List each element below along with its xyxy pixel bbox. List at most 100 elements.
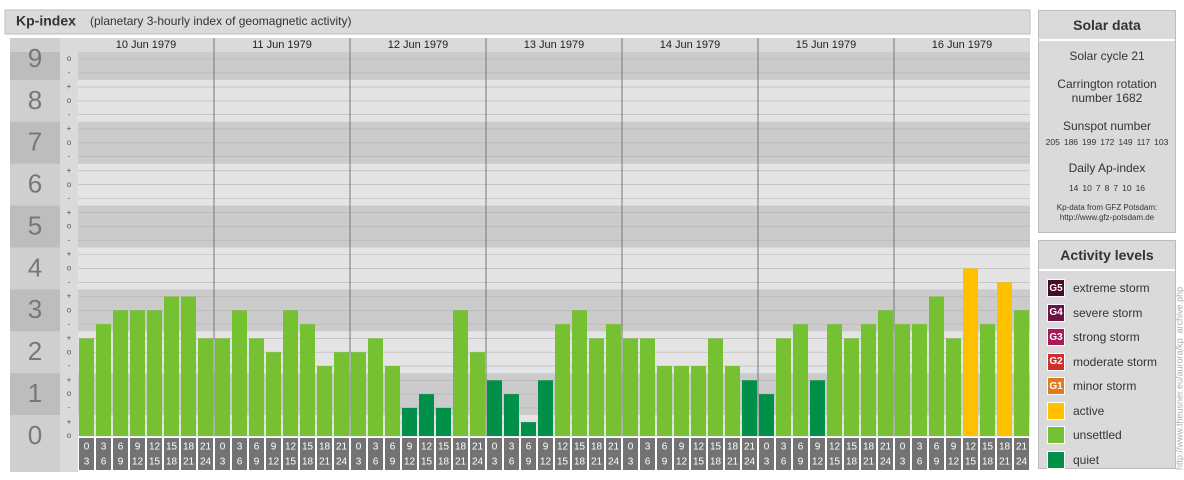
hour-start: 21 — [1016, 442, 1028, 453]
hour-box — [130, 438, 145, 470]
bar — [164, 296, 179, 436]
sunspot-value: 186 — [1063, 137, 1079, 147]
hour-start: 21 — [880, 442, 892, 453]
legend-swatch: G1 — [1047, 377, 1065, 396]
hour-box — [283, 438, 298, 470]
bar — [980, 324, 995, 436]
bar — [640, 338, 655, 436]
hour-start: 15 — [438, 442, 450, 453]
hour-box — [810, 438, 825, 470]
hour-end: 9 — [934, 457, 940, 468]
hour-box — [351, 438, 366, 470]
bar — [504, 394, 519, 436]
y-tick-label: - — [68, 361, 71, 370]
bar — [521, 422, 536, 436]
bar — [249, 338, 264, 436]
chart-title: Kp-index — [16, 13, 76, 29]
bar — [470, 352, 485, 436]
hour-box — [79, 438, 94, 470]
hour-start: 0 — [900, 442, 906, 453]
hour-end: 9 — [254, 457, 260, 468]
hour-start: 3 — [237, 442, 243, 453]
bar — [895, 324, 910, 436]
hour-box — [453, 438, 468, 470]
hour-end: 24 — [744, 457, 756, 468]
y-tick-label: o — [67, 96, 72, 105]
bar — [266, 352, 281, 436]
legend-item: G1 minor storm — [1047, 374, 1167, 399]
hour-box — [198, 438, 213, 470]
bar — [181, 296, 196, 436]
legend-code: G1 — [1049, 380, 1063, 392]
hour-end: 18 — [438, 457, 450, 468]
y-tick-label: o — [67, 222, 72, 231]
hour-box — [725, 438, 740, 470]
hour-end: 9 — [390, 457, 396, 468]
bar — [844, 338, 859, 436]
date-label: 14 Jun 1979 — [660, 39, 721, 51]
bar — [232, 310, 247, 436]
band-label — [10, 289, 60, 332]
y-tick-label: o — [67, 138, 72, 147]
hour-end: 24 — [880, 457, 892, 468]
date-label: 15 Jun 1979 — [796, 39, 857, 51]
hour-start: 18 — [319, 442, 331, 453]
ap-value: 10 — [1082, 183, 1092, 193]
sunspot-value: 103 — [1154, 137, 1169, 147]
ap-value: 8 — [1104, 183, 1110, 193]
hour-start: 3 — [781, 442, 787, 453]
band-label — [10, 373, 60, 416]
hour-start: 6 — [798, 442, 804, 453]
hour-start: 0 — [84, 442, 90, 453]
hour-end: 21 — [591, 457, 603, 468]
chart-subtitle: (planetary 3-hourly index of geomagnetic… — [90, 14, 351, 28]
hour-start: 9 — [679, 442, 685, 453]
y-major-label: 7 — [28, 127, 42, 157]
y-tick-label: + — [67, 82, 72, 91]
hour-end: 15 — [421, 457, 433, 468]
legend-swatch: G5 — [1047, 279, 1065, 298]
band-label — [10, 52, 60, 80]
y-tick-label: - — [68, 68, 71, 77]
hour-box — [589, 438, 604, 470]
hour-start: 0 — [492, 442, 498, 453]
ap-value: 10 — [1122, 183, 1132, 193]
y-tick-label: o — [67, 347, 72, 356]
bar — [708, 338, 723, 436]
hour-end: 15 — [829, 457, 841, 468]
hour-end: 3 — [492, 457, 498, 468]
hour-start: 9 — [135, 442, 141, 453]
band — [78, 52, 1030, 80]
hour-start: 15 — [574, 442, 586, 453]
hour-box — [708, 438, 723, 470]
bar — [147, 310, 162, 436]
y-tick-label: + — [67, 124, 72, 133]
bar — [130, 310, 145, 436]
legend-swatch: G3 — [1047, 328, 1065, 347]
legend-name: moderate storm — [1073, 354, 1158, 369]
hour-start: 0 — [220, 442, 226, 453]
sunspot-label: Sunspot number — [1062, 119, 1152, 133]
hour-start: 15 — [166, 442, 178, 453]
date-label: 10 Jun 1979 — [116, 39, 177, 51]
hour-box — [912, 438, 927, 470]
hour-end: 12 — [812, 457, 824, 468]
legend-swatch: G2 — [1047, 352, 1065, 371]
hour-start: 12 — [965, 442, 977, 453]
hour-end: 15 — [693, 457, 705, 468]
legend-code: G5 — [1049, 282, 1063, 294]
y-major-label: 9 — [28, 43, 42, 73]
hour-box — [980, 438, 995, 470]
hour-start: 15 — [982, 442, 994, 453]
ap-value: 7 — [1095, 183, 1101, 193]
hour-box — [793, 438, 808, 470]
legend: G5 extreme storm G4 severe storm G3 strong st… — [1039, 271, 1175, 477]
hour-end: 9 — [118, 457, 124, 468]
hour-end: 6 — [373, 457, 379, 468]
date-header — [78, 38, 1030, 52]
legend-item: G2 moderate storm — [1047, 350, 1167, 375]
hour-end: 6 — [781, 457, 787, 468]
solar-cycle: Solar cycle 21 — [1069, 49, 1145, 63]
hour-end: 3 — [356, 457, 362, 468]
